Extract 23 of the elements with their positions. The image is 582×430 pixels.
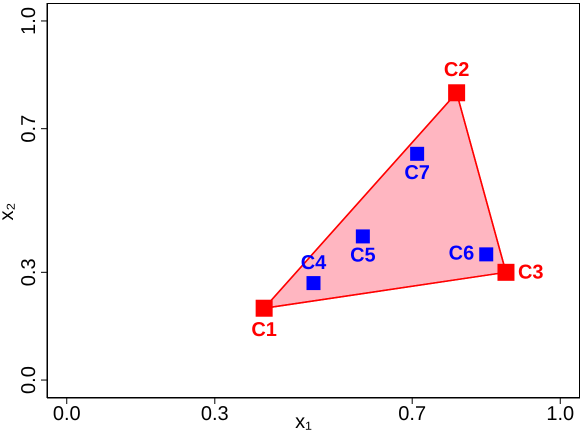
data-label: C6: [448, 242, 474, 264]
x-tick-label: 0.3: [200, 403, 229, 426]
data-label: C5: [350, 244, 376, 266]
x-tick-label: 1.0: [546, 403, 574, 426]
point: [256, 300, 273, 317]
point: [479, 247, 494, 262]
point: [410, 146, 424, 161]
data-label: C1: [251, 319, 277, 342]
x-axis-title: x₁: [295, 411, 312, 430]
x-tick-label: 0.0: [52, 403, 81, 426]
point: [356, 229, 370, 244]
y-axis-title: x₂: [0, 202, 18, 220]
data-label: C4: [300, 252, 328, 274]
data-label: C2: [444, 58, 470, 81]
x-tick-label: 0.7: [398, 403, 426, 426]
data-label: C7: [404, 162, 430, 184]
y-tick-label: 1.0: [18, 7, 40, 35]
data-label: C3: [518, 261, 544, 284]
point: [497, 264, 514, 281]
y-tick-label: 0.0: [18, 366, 40, 394]
point: [306, 276, 320, 290]
y-tick-label: 0.7: [18, 114, 40, 143]
y-tick-label: 0.3: [18, 258, 40, 286]
